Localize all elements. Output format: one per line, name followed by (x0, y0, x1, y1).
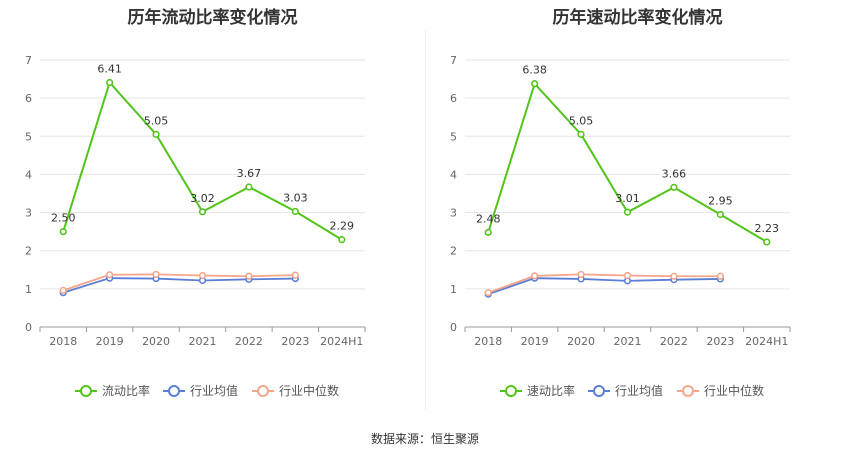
legend-marker-icon (593, 385, 605, 397)
data-label: 2.50 (51, 212, 76, 225)
x-tick-label: 2023 (281, 335, 309, 348)
y-tick-label: 7 (25, 54, 32, 67)
line-chart-svg: 0 1 2 3 4 5 6 7 2018 2019 2020 2021 2022 2023 2024H1 2.… (25, 54, 366, 398)
data-label: 2.23 (755, 222, 780, 235)
data-label: 2.29 (330, 220, 355, 233)
x-tick-label: 2022 (235, 335, 263, 348)
data-point (531, 80, 539, 88)
x-tick-label: 2020 (142, 335, 170, 348)
data-point (59, 286, 67, 294)
data-label: 5.05 (144, 114, 169, 127)
legend-label: 行业中位数 (279, 383, 339, 398)
data-point (531, 272, 539, 280)
y-tick-label: 6 (450, 92, 457, 105)
legend-marker-icon (80, 385, 92, 397)
x-tick-label: 2019 (521, 335, 549, 348)
x-tick-label: 2023 (706, 335, 734, 348)
data-point (484, 228, 492, 237)
y-tick-label: 3 (25, 207, 32, 220)
data-point (245, 183, 253, 191)
y-tick-label: 1 (25, 283, 32, 296)
legend-label: 行业均值 (190, 383, 238, 398)
data-label: 3.03 (283, 191, 308, 204)
data-point (716, 210, 724, 219)
x-tick-label: 2024H1 (320, 335, 363, 348)
line-chart-svg: 0 1 2 3 4 5 6 7 2018 2019 2020 2021 2022 2023 2024H1 2.… (450, 54, 791, 398)
x-tick-label: 2024H1 (745, 335, 788, 348)
y-tick-label: 2 (450, 245, 457, 258)
data-source-note: 数据来源：恒生聚源 (370, 432, 479, 446)
y-tick-label: 7 (450, 54, 457, 67)
legend-marker-icon (257, 385, 269, 397)
data-point (763, 238, 771, 246)
y-tick-label: 3 (450, 207, 457, 220)
data-point (152, 130, 160, 138)
series-line (487, 81, 768, 243)
data-label: 3.67 (237, 167, 262, 180)
data-point (716, 272, 724, 280)
y-tick-label: 6 (25, 92, 32, 105)
data-point (59, 228, 67, 236)
y-tick-label: 5 (450, 130, 457, 143)
data-label: 3.02 (190, 192, 215, 205)
x-tick-label: 2019 (96, 335, 124, 348)
series-line (487, 273, 721, 294)
legend-marker-icon (168, 385, 180, 397)
data-label: 3.01 (615, 192, 640, 205)
series-line (62, 273, 296, 292)
x-tick-label: 2021 (614, 335, 642, 348)
y-tick-label: 0 (450, 321, 457, 334)
legend-marker-icon (682, 385, 694, 397)
data-label: 3.66 (662, 167, 687, 180)
y-tick-label: 4 (450, 168, 457, 181)
x-tick-label: 2020 (567, 335, 595, 348)
data-point (338, 236, 346, 244)
data-point (623, 271, 632, 280)
data-point (245, 272, 253, 280)
series-line (62, 80, 343, 241)
x-tick-label: 2018 (474, 335, 502, 348)
data-point (291, 207, 299, 216)
x-tick-label: 2021 (189, 335, 217, 348)
chart-current-ratio: 历年流动比率变化情况 0 1 2 3 4 5 6 7 2018 2019 2020 2021 2022 2… (0, 0, 425, 420)
data-point (198, 271, 207, 280)
data-label: 6.41 (97, 63, 122, 76)
data-label: 5.05 (569, 114, 594, 127)
legend-label: 速动比率 (527, 383, 575, 398)
y-tick-label: 1 (450, 283, 457, 296)
chart-quick-ratio: 历年速动比率变化情况 0 1 2 3 4 5 6 7 2018 2019 2020 2021 2022 2… (425, 0, 850, 420)
data-point (484, 289, 492, 297)
chart-title: 历年流动比率变化情况 (127, 8, 298, 28)
data-point (198, 208, 207, 216)
data-label: 6.38 (522, 64, 547, 77)
data-point (106, 78, 114, 87)
data-point (106, 271, 114, 279)
data-point (291, 271, 299, 279)
data-label: 2.48 (476, 212, 501, 225)
data-point (152, 270, 160, 278)
legend-label: 流动比率 (102, 383, 150, 398)
panel-divider (425, 30, 426, 410)
chart-title: 历年速动比率变化情况 (552, 8, 723, 28)
legend-label: 行业中位数 (704, 383, 764, 398)
x-tick-label: 2022 (660, 335, 688, 348)
x-tick-label: 2018 (49, 335, 77, 348)
legend-marker-icon (505, 385, 517, 397)
y-tick-label: 5 (25, 130, 32, 143)
data-point (577, 130, 585, 138)
data-label: 2.95 (708, 194, 733, 207)
y-tick-label: 0 (25, 321, 32, 334)
data-point (670, 183, 678, 191)
y-tick-label: 2 (25, 245, 32, 258)
data-point (623, 208, 632, 216)
data-point (670, 272, 678, 280)
y-tick-label: 4 (25, 168, 32, 181)
series-line (487, 277, 721, 296)
legend-label: 行业均值 (615, 383, 663, 398)
data-point (577, 270, 585, 278)
series-line (62, 277, 296, 294)
